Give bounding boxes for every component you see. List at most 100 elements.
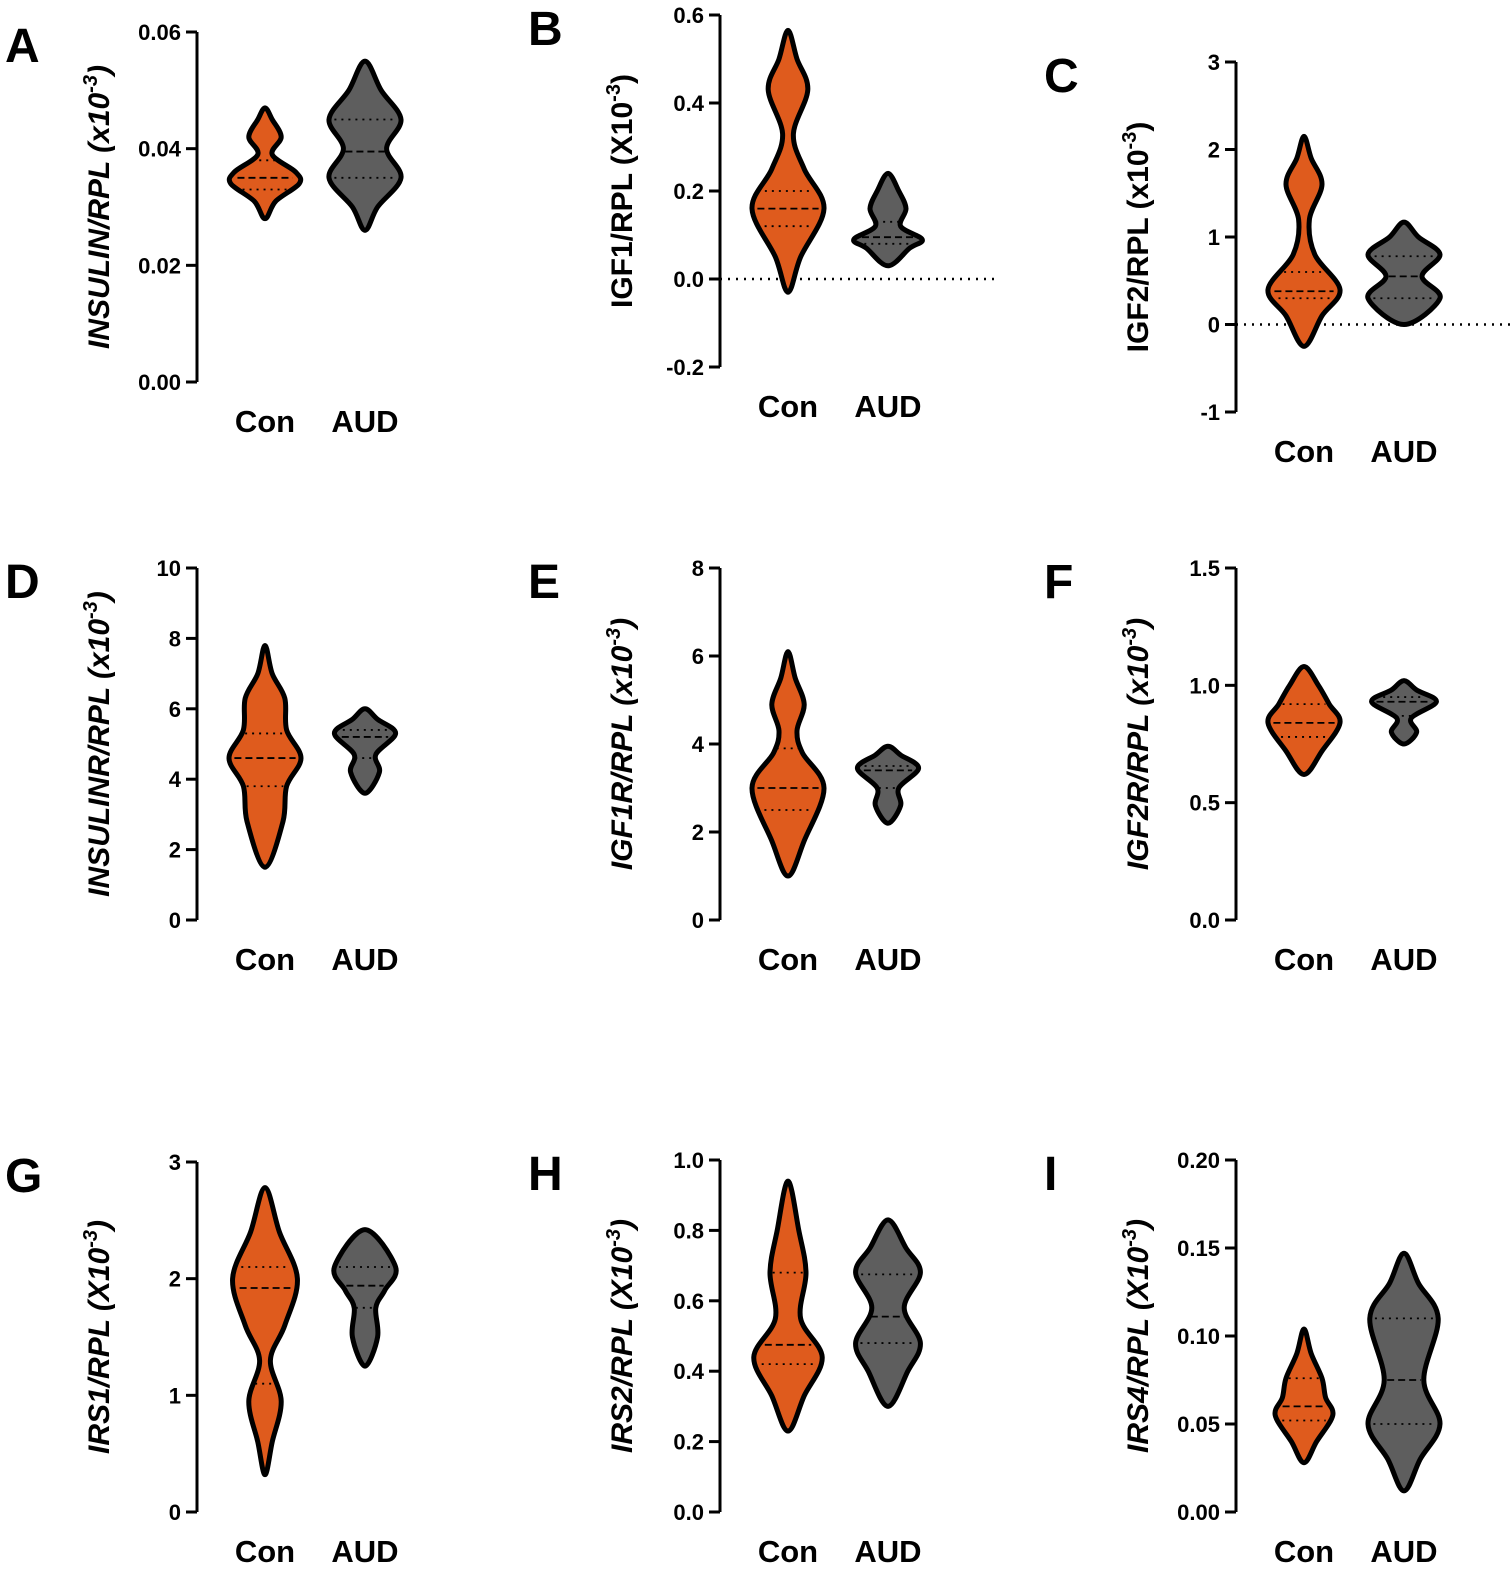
violin: [1365, 219, 1443, 327]
panel: F IGF2R/RPL (x10-3) 0.0 0.5 1.0 1.5 Con AUD: [1044, 556, 1439, 977]
y-label-end: ): [606, 74, 639, 84]
y-tick-label: -0.2: [666, 355, 704, 380]
y-tick-label: 0.00: [138, 370, 181, 395]
violin: [854, 743, 922, 826]
y-axis-label: IGF2R/RPL (x10-3): [1119, 618, 1155, 870]
y-label-text: IGF2/RPL (x10: [1122, 149, 1155, 352]
x-tick-label: Con: [235, 942, 295, 977]
y-label-text: IGF2R/RPL (x10: [1122, 645, 1155, 870]
violin: [853, 1217, 923, 1409]
y-tick-label: 3: [1208, 50, 1220, 75]
violin: [226, 105, 304, 222]
y-tick-label: 0.06: [138, 20, 181, 45]
y-tick-label: 0: [169, 908, 181, 933]
y-label-exponent: -3: [1119, 132, 1141, 150]
y-tick-label: 0.0: [673, 267, 704, 292]
y-label-end: ): [1122, 122, 1155, 132]
y-label-text: IGF1R/RPL (x10: [606, 645, 639, 870]
y-tick-label: 0.20: [1177, 1148, 1220, 1173]
x-tick-label: AUD: [854, 389, 921, 424]
y-label-text: IRS2/RPL (X10: [606, 1246, 639, 1453]
x-tick-label: AUD: [1370, 1534, 1437, 1569]
y-label-end: ): [83, 591, 116, 604]
y-tick-label: 2: [692, 820, 704, 845]
y-tick-label: 0.04: [138, 137, 182, 162]
y-tick-label: 0.2: [673, 1430, 704, 1455]
x-tick-label: Con: [235, 404, 295, 439]
panel-letter: F: [1044, 556, 1073, 609]
y-axis-label: INSULINR/RPL (x10-3): [80, 591, 116, 897]
panel: C IGF2/RPL (x10-3) -1 0 1 2 3 Con AUD: [1044, 50, 1511, 469]
y-tick-label: -1: [1200, 400, 1220, 425]
y-tick-label: 2: [169, 1267, 181, 1292]
y-tick-label: 0.5: [1189, 791, 1220, 816]
violin: [326, 58, 404, 233]
violin: [331, 706, 399, 796]
y-tick-label: 0: [692, 908, 704, 933]
violin: [751, 1178, 825, 1434]
panel-letter: G: [5, 1150, 42, 1203]
y-label-exponent: -3: [603, 84, 625, 102]
violin: [331, 1227, 399, 1369]
y-tick-label: 0.4: [673, 91, 704, 116]
panel-letter: E: [528, 556, 560, 609]
y-tick-label: 0.6: [673, 3, 704, 28]
panel-letter: I: [1044, 1148, 1057, 1201]
violin: [1369, 678, 1439, 747]
violin: [1272, 1326, 1336, 1466]
panel: B IGF1/RPL (X10-3) -0.2 0.0 0.2 0.4 0.6 Con AUD: [528, 3, 1000, 424]
panel-letter: C: [1044, 50, 1079, 103]
y-tick-label: 1.0: [673, 1148, 704, 1173]
panel: H IRS2/RPL (X10-3) 0.0 0.2 0.4 0.6 0.8 1.0 Con AU…: [528, 1148, 923, 1569]
y-label-exponent: -3: [80, 601, 102, 619]
panel: I IRS4/RPL (X10-3) 0.00 0.05 0.10 0.15 0.20 Con…: [1044, 1148, 1443, 1569]
x-tick-label: Con: [758, 942, 818, 977]
violin: [230, 1185, 300, 1478]
y-tick-label: 4: [692, 732, 705, 757]
panel-letter: D: [5, 556, 40, 609]
y-tick-label: 4: [169, 767, 182, 792]
y-tick-label: 0.6: [673, 1289, 704, 1314]
y-label-end: ): [606, 1219, 639, 1232]
y-axis-label: IGF2/RPL (x10-3): [1119, 122, 1155, 353]
y-tick-label: 0.15: [1177, 1236, 1220, 1261]
y-label-exponent: -3: [1119, 1229, 1141, 1247]
y-tick-label: 0.4: [673, 1359, 704, 1384]
y-tick-label: 0: [1208, 313, 1220, 338]
panel-letter: A: [5, 20, 40, 73]
violin: [226, 642, 304, 870]
panel: E IGF1R/RPL (x10-3) 0 2 4 6 8 Con AUD: [528, 556, 922, 977]
panel: G IRS1/RPL (X10-3) 0 1 2 3 Con AUD: [5, 1150, 399, 1569]
y-axis-label: IGF1R/RPL (x10-3): [603, 618, 639, 870]
y-label-exponent: -3: [80, 1230, 102, 1248]
x-tick-label: Con: [758, 1534, 818, 1569]
y-tick-label: 8: [692, 556, 704, 581]
y-label-exponent: -3: [80, 75, 102, 93]
y-tick-label: 1: [1208, 225, 1220, 250]
violin: [1365, 1250, 1443, 1494]
y-tick-label: 2: [169, 838, 181, 863]
x-tick-label: AUD: [331, 404, 398, 439]
y-axis-label: IRS2/RPL (X10-3): [603, 1219, 639, 1453]
y-tick-label: 8: [169, 626, 181, 651]
y-axis-label: INSULIN/RPL (x10-3): [80, 65, 116, 349]
y-tick-label: 0: [169, 1500, 181, 1525]
y-tick-label: 2: [1208, 138, 1220, 163]
y-axis-label: IGF1/RPL (X10-3): [603, 74, 639, 308]
y-label-text: INSULIN/RPL (x10: [83, 92, 116, 348]
y-tick-label: 0.0: [1189, 908, 1220, 933]
y-label-exponent: -3: [603, 1229, 625, 1247]
y-label-text: IRS4/RPL (X10: [1122, 1246, 1155, 1453]
x-tick-label: AUD: [1370, 434, 1437, 469]
y-tick-label: 1.5: [1189, 556, 1220, 581]
x-tick-label: Con: [1274, 942, 1334, 977]
violin: [1265, 133, 1343, 349]
y-label-exponent: -3: [1119, 628, 1141, 646]
x-tick-label: Con: [1274, 434, 1334, 469]
x-tick-label: AUD: [854, 1534, 921, 1569]
y-tick-label: 0.00: [1177, 1500, 1220, 1525]
violin: [749, 27, 827, 295]
y-tick-label: 6: [169, 697, 181, 722]
y-label-end: ): [1122, 618, 1155, 631]
